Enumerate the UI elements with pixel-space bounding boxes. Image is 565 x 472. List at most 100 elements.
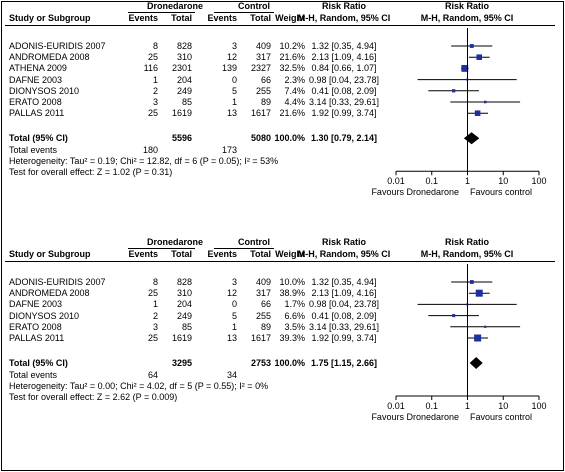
x-axis-tick-label: 1 (464, 176, 470, 187)
total-weight: 100.0% (274, 133, 305, 144)
study-point-estimate (476, 54, 483, 60)
header-rr-method-text: M-H, Random, 95% CI (297, 249, 391, 259)
header-rr-text: Risk Ratio (321, 237, 366, 247)
events-2-cell: 13 (226, 333, 237, 343)
total-2-cell: 255 (255, 310, 271, 321)
study-name: PALLAS 2011 (9, 333, 65, 343)
header-total-1: Total (171, 13, 192, 23)
total-2-cell: 409 (255, 277, 271, 287)
total-events-label: Total events (9, 370, 58, 380)
total-2-cell: 317 (255, 52, 271, 63)
events-2-cell: 3 (231, 41, 237, 51)
ci-text-cell: 0.98 [0.04, 23.78] (308, 299, 380, 310)
events-2-cell: 0 (231, 74, 237, 85)
x-axis-tick-label: 10 (498, 176, 509, 187)
total-2-cell: 89 (260, 321, 271, 332)
header-study: Study or Subgroup (9, 13, 91, 23)
total-2-cell: 409 (255, 41, 271, 51)
total-n1: 5596 (171, 133, 192, 144)
weight-cell: 21.6% (279, 108, 305, 119)
events-2-cell: 0 (231, 299, 237, 310)
ci-text-cell: 3.14 [0.33, 29.61] (308, 321, 380, 332)
total-ci-text: 1.75 [1.15, 2.66] (310, 358, 378, 368)
ci-text-cell: 0.84 [0.66, 1.07] (311, 63, 377, 74)
ci-text-cell: 3.14 [0.33, 29.61] (308, 97, 380, 107)
study-name: ADONIS-EURIDIS 2007 (9, 277, 106, 287)
study-point-estimate (475, 289, 483, 297)
total-2-cell: 2327 (250, 63, 271, 74)
header-rr-method-text: M-H, Random, 95% CI (297, 13, 391, 23)
group2-underline (214, 12, 274, 13)
header-total-2: Total (250, 13, 271, 23)
total-weight: 100.0% (274, 358, 305, 368)
study-name: ERATO 2008 (9, 97, 62, 107)
header-rr-plot: Risk Ratio (444, 1, 489, 11)
total-2-cell: 66 (260, 299, 271, 310)
total-1-cell: 310 (176, 288, 192, 299)
header-events-2: Events (207, 249, 237, 259)
forest-plot-panel-2: Dronedarone Control Risk Ratio Risk Ratio St… (0, 236, 565, 472)
weight-cell: 7.4% (284, 85, 305, 96)
ci-text-cell: 0.98 [0.04, 23.78] (308, 74, 380, 85)
header-events-2: Events (207, 13, 237, 23)
study-point-estimate (484, 325, 487, 328)
events-1-cell: 116 (143, 63, 158, 74)
x-axis-tick-label: 100 (531, 176, 547, 187)
events-1-cell: 25 (147, 288, 158, 299)
favours-right-label: Favours control (470, 187, 533, 198)
pooled-estimate-diamond (469, 357, 483, 369)
favours-right-label: Favours control (470, 412, 533, 422)
total-events-2: 173 (221, 145, 237, 156)
x-axis-tick-label: 1 (464, 401, 470, 411)
total-n2: 5080 (250, 133, 271, 144)
group2-underline (214, 248, 274, 249)
weight-cell: 3.5% (284, 321, 305, 332)
overall-effect-text: Test for overall effect: Z = 1.02 (P = 0… (9, 167, 173, 178)
study-name: ADONIS-EURIDIS 2007 (9, 41, 106, 51)
x-axis-tick-label: 100 (531, 401, 547, 411)
weight-cell: 6.6% (284, 310, 305, 321)
total-1-cell: 249 (176, 85, 192, 96)
total-1-cell: 204 (176, 299, 192, 310)
events-1-cell: 8 (152, 277, 158, 287)
total-label: Total (95% CI) (9, 358, 68, 368)
header-group2: Control (238, 1, 270, 11)
forest-plot-svg (395, 28, 540, 176)
ci-text-cell: 1.32 [0.35, 4.94] (311, 277, 377, 287)
header-rule (5, 261, 555, 262)
events-2-cell: 12 (226, 52, 237, 63)
weight-cell: 2.3% (284, 74, 305, 85)
header-weight: Weight (275, 249, 305, 259)
total-2-cell: 255 (255, 85, 271, 96)
ci-text-cell: 1.92 [0.99, 3.74] (311, 333, 377, 343)
header-rr-method-plot: M-H, Random, 95% CI (420, 13, 514, 23)
total-1-cell: 310 (176, 52, 192, 63)
total-2-cell: 1617 (250, 108, 271, 119)
weight-cell: 39.3% (279, 333, 305, 343)
total-events-label: Total events (9, 145, 58, 156)
events-2-cell: 12 (226, 288, 237, 299)
study-name: DIONYSOS 2010 (9, 310, 80, 321)
study-name: ANDROMEDA 2008 (9, 52, 90, 63)
total-1-cell: 85 (181, 321, 192, 332)
study-point-estimate (452, 89, 456, 93)
x-axis-tick-label: 0.01 (387, 401, 405, 411)
heterogeneity-text: Heterogeneity: Tau² = 0.00; Chi² = 4.02,… (9, 381, 269, 391)
ci-text-cell: 0.41 [0.08, 2.09] (311, 310, 377, 321)
events-2-cell: 5 (231, 310, 237, 321)
weight-cell: 10.0% (279, 277, 305, 287)
favours-left-label: Favours Dronedarone (371, 412, 459, 422)
total-ci-text: 1.30 [0.79, 2.14] (310, 133, 378, 144)
total-1-cell: 249 (176, 310, 192, 321)
forest-plot-svg (395, 264, 540, 400)
study-name: ATHENA 2009 (9, 63, 67, 74)
study-point-estimate (474, 334, 482, 342)
header-total-2: Total (250, 249, 271, 259)
events-1-cell: 25 (147, 108, 158, 119)
ci-text-cell: 1.32 [0.35, 4.94] (311, 41, 377, 51)
events-2-cell: 139 (221, 63, 237, 74)
weight-cell: 32.5% (279, 63, 305, 74)
total-1-cell: 828 (176, 41, 192, 51)
total-2-cell: 1617 (250, 333, 271, 343)
header-events-1: Events (128, 249, 158, 259)
